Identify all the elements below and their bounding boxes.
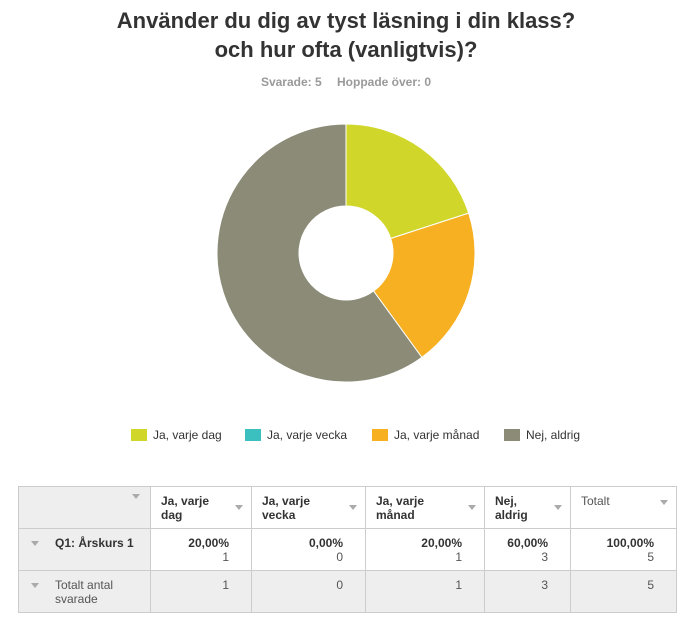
column-header-label: Totalt <box>581 494 610 508</box>
table-cell: 1 <box>150 570 252 613</box>
table-total-row: Totalt antal svarade 1 0 1 3 5 <box>18 570 677 613</box>
chart-title-line-2: och hur ofta (vanligtvis)? <box>214 37 478 62</box>
column-header-ja-varje-dag[interactable]: Ja, varje dag <box>150 486 252 529</box>
cell-count: 3 <box>541 550 548 564</box>
column-header-ja-varje-manad[interactable]: Ja, varje månad <box>365 486 485 529</box>
cell-count: 0 <box>336 578 343 592</box>
response-stats: Svarade: 5 Hoppade över: 0 <box>0 75 692 89</box>
row-label-text: Totalt antal svarade <box>55 578 114 606</box>
legend-label-ja-varje-dag: Ja, varje dag <box>153 428 222 442</box>
legend-item-ja-varje-manad[interactable]: Ja, varje månad <box>372 428 479 442</box>
table-cell: 0 <box>251 570 366 613</box>
cell-percent: 20,00% <box>421 536 462 550</box>
legend-swatch-nej-aldrig <box>504 429 520 441</box>
pie-slice-nej-aldrig[interactable] <box>216 123 423 383</box>
column-header-label: Ja, varje dag <box>161 494 210 522</box>
table-header-row: Ja, varje dag Ja, varje vecka Ja, varje … <box>18 486 677 529</box>
answered-count: Svarade: 5 <box>260 75 322 89</box>
column-header-ja-varje-vecka[interactable]: Ja, varje vecka <box>251 486 366 529</box>
cell-percent: 20,00% <box>188 536 229 550</box>
legend-label-ja-varje-vecka: Ja, varje vecka <box>267 428 348 442</box>
legend-item-ja-varje-vecka[interactable]: Ja, varje vecka <box>245 428 347 442</box>
legend-swatch-ja-varje-dag <box>131 429 147 441</box>
sort-arrow-icon <box>31 541 39 546</box>
donut-chart <box>216 123 476 383</box>
chart-title: Använder du dig av tyst läsning i din kl… <box>0 6 692 64</box>
table-row: Q1: Årskurs 1 20,00% 1 0,00% 0 20,00% 1 60,… <box>18 528 677 571</box>
column-header-nej-aldrig[interactable]: Nej, aldrig <box>484 486 571 529</box>
row-label-total[interactable]: Totalt antal svarade <box>18 570 151 613</box>
sort-arrow-icon <box>660 500 668 505</box>
row-label-q1[interactable]: Q1: Årskurs 1 <box>18 528 151 571</box>
table-cell: 3 <box>484 570 571 613</box>
table-cell: 20,00% 1 <box>365 528 485 571</box>
sort-arrow-icon <box>31 583 39 588</box>
column-header-label: Ja, varje månad <box>376 494 425 522</box>
sort-arrow-icon <box>554 505 562 510</box>
cell-percent: 100,00% <box>606 536 654 550</box>
cell-count: 0 <box>336 550 343 564</box>
column-header-totalt[interactable]: Totalt <box>570 486 677 529</box>
cell-count: 1 <box>455 578 462 592</box>
chart-legend: Ja, varje dag Ja, varje vecka Ja, varje … <box>0 428 692 444</box>
table-cell: 0,00% 0 <box>251 528 366 571</box>
cell-count: 1 <box>455 550 462 564</box>
pie-slice-ja-varje-m-nad[interactable] <box>372 212 476 359</box>
sort-arrow-icon <box>349 505 357 510</box>
table-cell: 5 <box>570 570 677 613</box>
table-cell: 1 <box>365 570 485 613</box>
skipped-count: Hoppade över: 0 <box>337 75 432 89</box>
legend-item-nej-aldrig[interactable]: Nej, aldrig <box>504 428 580 442</box>
results-table: Ja, varje dag Ja, varje vecka Ja, varje … <box>18 486 677 613</box>
table-cell: 60,00% 3 <box>484 528 571 571</box>
row-label-text: Q1: Årskurs 1 <box>55 536 134 550</box>
legend-label-ja-varje-manad: Ja, varje månad <box>394 428 480 442</box>
sort-arrow-icon <box>235 505 243 510</box>
sort-arrow-icon <box>132 494 140 499</box>
cell-count: 5 <box>647 578 654 592</box>
cell-count: 1 <box>222 578 229 592</box>
table-cell: 20,00% 1 <box>150 528 252 571</box>
chart-title-line-1: Använder du dig av tyst läsning i din kl… <box>116 8 576 33</box>
table-corner-header[interactable] <box>18 486 151 529</box>
table-cell: 100,00% 5 <box>570 528 677 571</box>
legend-swatch-ja-varje-vecka <box>245 429 261 441</box>
column-header-label: Nej, aldrig <box>495 494 528 522</box>
cell-count: 3 <box>541 578 548 592</box>
cell-count: 5 <box>647 550 654 564</box>
pie-slice-ja-varje-dag[interactable] <box>345 123 470 240</box>
column-header-label: Ja, varje vecka <box>262 494 311 522</box>
legend-swatch-ja-varje-manad <box>372 429 388 441</box>
cell-percent: 0,00% <box>308 536 343 550</box>
cell-percent: 60,00% <box>507 536 548 550</box>
cell-count: 1 <box>222 550 229 564</box>
legend-item-ja-varje-dag[interactable]: Ja, varje dag <box>131 428 222 442</box>
legend-label-nej-aldrig: Nej, aldrig <box>526 428 581 442</box>
sort-arrow-icon <box>468 505 476 510</box>
